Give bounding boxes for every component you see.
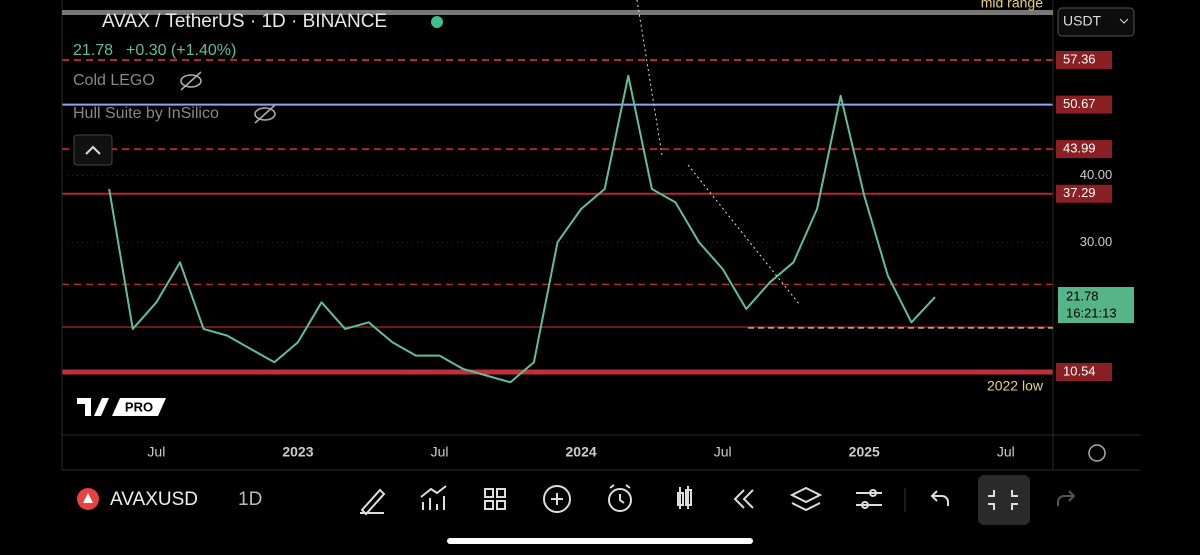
chevron-icon — [85, 145, 101, 155]
logo-badge: PRO — [125, 399, 153, 414]
annotation: mid range — [981, 0, 1043, 11]
price-tag: 21.78 — [1066, 288, 1099, 303]
settings-icon[interactable] — [1088, 444, 1106, 462]
fullscreen-button[interactable] — [978, 475, 1030, 525]
plot — [62, 58, 1053, 384]
x-tick-label: 2024 — [566, 444, 597, 460]
level-tag — [1056, 184, 1112, 203]
level-tag — [1056, 95, 1112, 114]
level-tag — [1056, 140, 1112, 159]
countdown: 16:21:13 — [1066, 305, 1117, 320]
annotation: 2022 low — [987, 378, 1044, 394]
hide-icon[interactable] — [180, 71, 276, 124]
symbol-title: AVAX / TetherUS · 1D · BINANCE — [102, 11, 387, 32]
status-dot — [431, 16, 443, 28]
level-tag — [1056, 50, 1112, 69]
symbol[interactable]: AVAXUSD — [110, 489, 198, 510]
x-tick-label: Jul — [147, 444, 165, 460]
level-label: 37.29 — [1063, 185, 1096, 200]
y-tick-label: 30.00 — [1080, 234, 1113, 249]
price-line — [108, 74, 936, 384]
top-band — [62, 10, 1053, 15]
collapse-button[interactable] — [73, 134, 113, 166]
home-indicator — [447, 538, 753, 544]
level-tag — [1056, 363, 1112, 382]
currency: USDT — [1063, 13, 1102, 29]
x-tick-label: 2023 — [282, 444, 313, 460]
currency-select[interactable] — [1057, 7, 1135, 37]
x-tick-label: Jul — [714, 444, 732, 460]
trendline — [636, 0, 663, 156]
price-change: +0.30 (+1.40%) — [126, 42, 236, 59]
collapse-icon — [988, 490, 1018, 510]
dropdown-icon — [1119, 18, 1129, 24]
price-pill — [1058, 287, 1134, 323]
level-label: 57.36 — [1063, 51, 1096, 66]
indicator-name[interactable]: Hull Suite by InSilico — [73, 105, 219, 122]
x-tick-label: Jul — [431, 444, 449, 460]
last-price: 21.78 — [73, 42, 113, 59]
level-label: 50.67 — [1063, 96, 1096, 111]
toolbar[interactable] — [360, 484, 949, 516]
coin-glyph — [83, 493, 93, 503]
y-tick-label: 40.00 — [1080, 167, 1113, 182]
interval[interactable]: 1D — [238, 489, 262, 510]
x-tick-label: 2025 — [849, 444, 880, 460]
tv-logo — [77, 398, 166, 416]
level-label: 43.99 — [1063, 141, 1096, 156]
level-label: 10.54 — [1063, 363, 1096, 378]
indicator-name[interactable]: Cold LEGO — [73, 72, 155, 89]
x-tick-label: Jul — [997, 444, 1015, 460]
redo-icon[interactable] — [1057, 490, 1076, 506]
